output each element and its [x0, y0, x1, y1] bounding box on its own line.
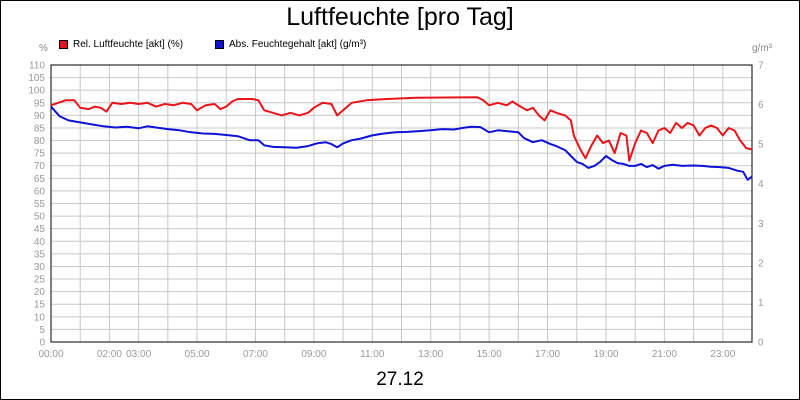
- y-left-tick-label: 60: [34, 186, 46, 197]
- x-tick-label: 09:00: [301, 349, 326, 360]
- y-left-tick-label: 10: [34, 312, 46, 323]
- y-left-tick-label: 30: [34, 262, 46, 273]
- y-left-tick-label: 70: [34, 161, 46, 172]
- y-left-tick-label: 35: [34, 249, 46, 260]
- series-line-rel-humidity: [50, 96, 753, 162]
- x-tick-label: 03:00: [126, 349, 151, 360]
- y-left-tick-label: 25: [34, 275, 46, 286]
- x-tick-label: 02:00: [97, 349, 122, 360]
- y-left-tick-label: 110: [29, 61, 45, 72]
- y-left-tick-label: 90: [34, 111, 46, 122]
- legend-item-abs-humidity: Abs. Feuchtegehalt [akt] (g/m³): [215, 39, 366, 50]
- y-left-tick-label: 55: [34, 199, 46, 210]
- y-left-tick-label: 20: [34, 287, 46, 298]
- date-label: 27.12: [376, 369, 424, 390]
- x-tick-label: 15:00: [477, 349, 502, 360]
- legend-swatch-blue: [215, 40, 224, 49]
- right-axis-unit: g/m³: [752, 43, 772, 54]
- y-right-tick-label: 6: [758, 100, 764, 111]
- series-line-abs-humidity: [50, 105, 753, 181]
- y-left-tick-label: 15: [34, 300, 46, 311]
- y-left-tick-label: 85: [34, 123, 46, 134]
- y-left-tick-label: 65: [34, 174, 46, 185]
- y-right-tick-label: 5: [758, 140, 764, 151]
- x-tick-label: 23:00: [710, 349, 735, 360]
- x-tick-label: 05:00: [185, 349, 210, 360]
- y-right-tick-label: 0: [758, 338, 764, 349]
- y-right-tick-label: 3: [758, 219, 764, 230]
- y-left-tick-label: 45: [34, 224, 46, 235]
- plot-area-border: [50, 64, 753, 343]
- y-left-tick-label: 5: [39, 325, 45, 336]
- legend-label: Abs. Feuchtegehalt [akt] (g/m³): [229, 39, 367, 50]
- x-tick-label: 21:00: [652, 349, 677, 360]
- y-right-tick-label: 1: [758, 298, 764, 309]
- y-right-tick-label: 2: [758, 258, 764, 269]
- y-left-tick-label: 100: [28, 86, 45, 97]
- y-right-tick-label: 4: [758, 179, 764, 190]
- y-left-tick-label: 95: [34, 98, 46, 109]
- y-left-tick-label: 80: [34, 136, 46, 147]
- y-left-tick-label: 105: [28, 73, 45, 84]
- legend-item-rel-humidity: Rel. Luftfeuchte [akt] (%): [59, 39, 183, 50]
- x-tick-label: 07:00: [243, 349, 268, 360]
- y-left-tick-label: 40: [34, 237, 46, 248]
- x-tick-label: 00:00: [38, 349, 63, 360]
- chart-title: Luftfeuchte [pro Tag]: [286, 3, 514, 31]
- y-right-tick-label: 7: [758, 61, 764, 72]
- x-tick-label: 19:00: [593, 349, 618, 360]
- y-left-tick-label: 50: [34, 212, 46, 223]
- x-tick-label: 11:00: [360, 349, 385, 360]
- x-tick-label: 17:00: [535, 349, 560, 360]
- legend-swatch-red: [59, 40, 68, 49]
- x-tick-label: 13:00: [418, 349, 443, 360]
- left-axis-unit: %: [39, 43, 48, 54]
- y-left-tick-label: 75: [34, 149, 46, 160]
- legend-label: Rel. Luftfeuchte [akt] (%): [73, 39, 184, 50]
- y-left-tick-label: 0: [39, 338, 45, 349]
